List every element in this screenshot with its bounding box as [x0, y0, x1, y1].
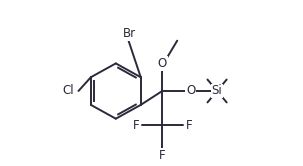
Text: O: O [158, 57, 167, 70]
Text: O: O [186, 84, 195, 97]
Text: Br: Br [123, 27, 136, 40]
Text: F: F [185, 119, 192, 132]
Text: F: F [159, 149, 166, 162]
Text: Cl: Cl [63, 84, 74, 97]
Text: Si: Si [212, 84, 222, 97]
Text: F: F [132, 119, 139, 132]
